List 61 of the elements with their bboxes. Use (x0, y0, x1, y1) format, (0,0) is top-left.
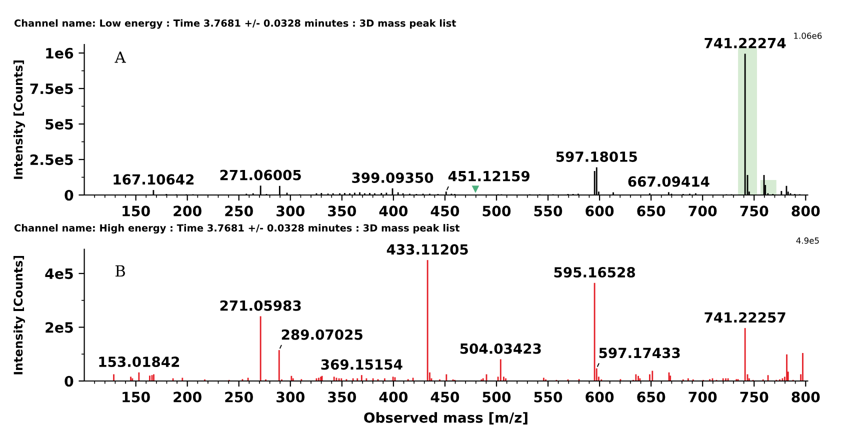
x-tick-label: 400 (379, 206, 408, 216)
y-tick-label: 5e5 (46, 119, 73, 130)
x-axis-title: Observed mass [m/z] (364, 412, 528, 424)
y-tick-label: 2e5 (46, 322, 73, 333)
annotation: 597.18015 (556, 151, 637, 162)
x-tick-label: 750 (740, 392, 768, 402)
annotation: 741.22257 (704, 312, 786, 323)
y-tick-label: 4e5 (45, 268, 73, 280)
y-tick-label: 0 (64, 376, 74, 387)
annotation: 289.07025 (282, 329, 362, 340)
x-tick-label: 550 (534, 206, 562, 216)
x-tick-label: 350 (328, 206, 356, 216)
x-tick-label: 750 (740, 206, 768, 216)
y-tick-label: 2.5e5 (30, 154, 73, 166)
annotation: 741.22274 (704, 38, 786, 48)
annotation: B (116, 265, 125, 277)
y-axis-title: Intensity [Counts] (13, 60, 25, 179)
x-tick-label: 800 (792, 206, 820, 216)
annotation: 597.17433 (599, 348, 680, 358)
x-tick-label: 300 (276, 392, 305, 402)
x-tick-label: 200 (174, 392, 202, 402)
x-tick-label: 300 (276, 206, 305, 216)
annotation: 504.03423 (460, 343, 541, 354)
annotation: 167.10642 (114, 174, 194, 185)
text: 4.9e5 (796, 237, 819, 244)
x-tick-label: 700 (688, 206, 717, 216)
x-tick-label: 250 (225, 206, 253, 216)
annotation: 271.05983 (220, 300, 301, 311)
annotation: 451.12159 (448, 170, 530, 182)
x-tick-label: 650 (637, 392, 666, 402)
y-tick-label: 1e6 (46, 48, 74, 59)
y-tick-label: 7.5e5 (30, 84, 73, 94)
x-tick-label: 450 (430, 392, 460, 402)
annotation: 153.01842 (99, 356, 180, 368)
x-tick-label: 800 (792, 392, 820, 402)
annotation: 667.09414 (628, 176, 710, 187)
chart-title: Channel name: High energy : Time 3.7681 +/- 0.0328 minutes : 3D mass peak list (14, 224, 460, 234)
x-tick-label: 600 (586, 392, 614, 402)
y-axis-title: Intensity [Counts] (13, 256, 25, 374)
chart-title: Channel name: Low energy : Time 3.7681 +/- 0.0328 minutes : 3D mass peak list (14, 19, 456, 29)
annotation: 369.15154 (321, 359, 402, 370)
x-tick-label: 450 (430, 206, 460, 216)
x-tick-label: 150 (122, 392, 150, 402)
x-tick-label: 500 (482, 206, 511, 216)
x-tick-label: 150 (122, 206, 150, 216)
annotation: 271.06005 (220, 170, 301, 180)
text: 1.06e6 (794, 32, 822, 39)
x-tick-label: 200 (174, 206, 202, 216)
x-tick-label: 600 (586, 206, 614, 216)
x-tick-label: 500 (482, 392, 511, 402)
annotation: 433.11205 (386, 244, 468, 255)
annotation: 399.09350 (352, 172, 434, 183)
x-tick-label: 550 (534, 392, 562, 402)
x-tick-label: 350 (328, 392, 356, 402)
annotation: 595.16528 (554, 267, 635, 278)
annotation: A (114, 52, 126, 63)
x-tick-label: 400 (379, 392, 408, 402)
x-tick-label: 250 (225, 392, 253, 402)
y-tick-label: 0 (64, 190, 74, 201)
x-tick-label: 700 (688, 392, 717, 402)
x-tick-label: 650 (637, 206, 666, 216)
